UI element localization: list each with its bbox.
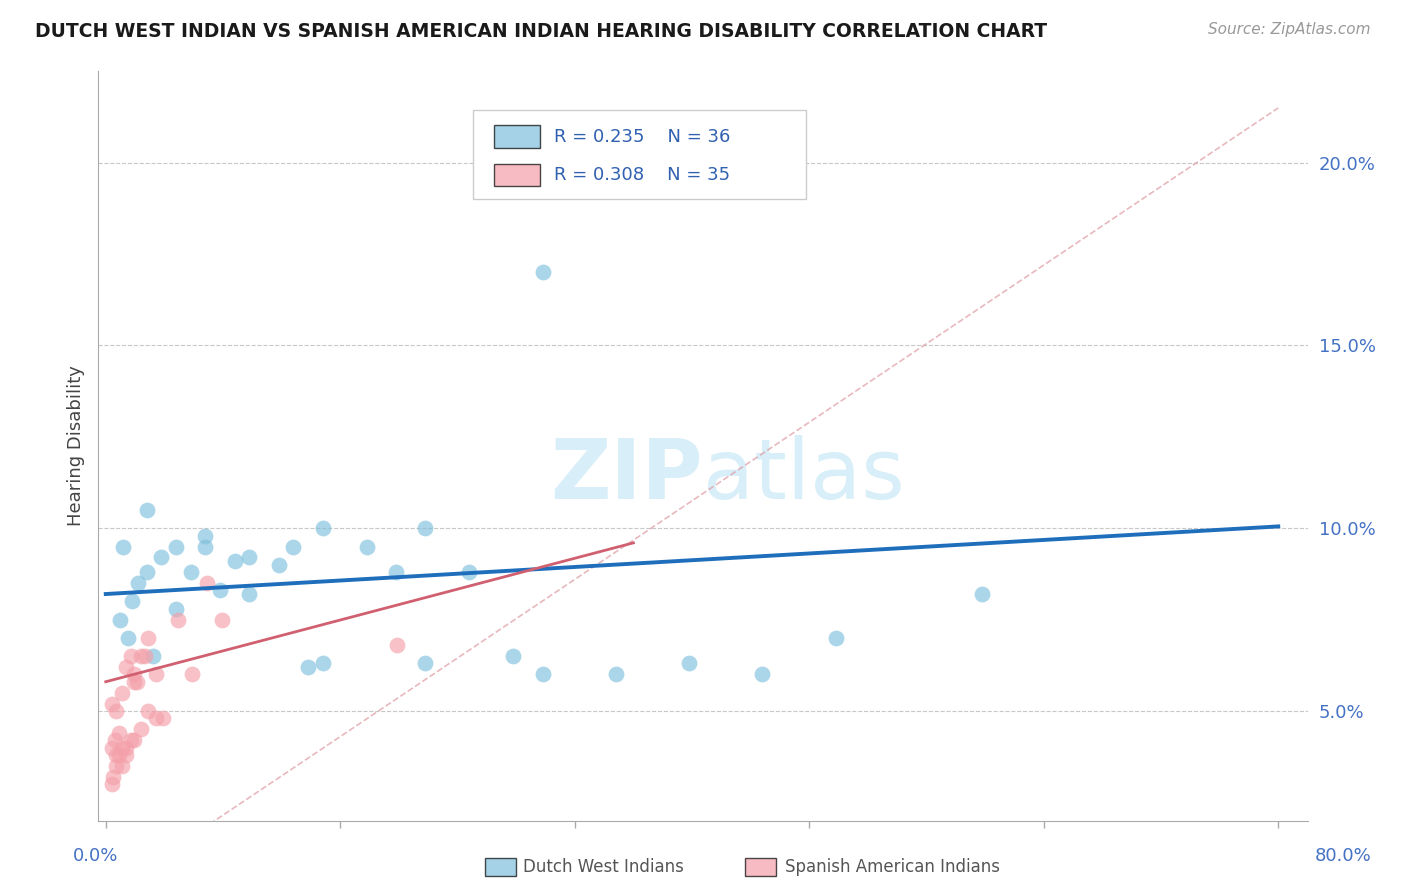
Point: [136, 631, 159, 645]
Point: [238, 550, 260, 565]
Point: [194, 540, 217, 554]
Point: [385, 565, 408, 579]
Point: [127, 576, 149, 591]
Point: [125, 674, 148, 689]
Point: [150, 550, 173, 565]
Point: [105, 747, 128, 762]
Point: [142, 649, 165, 664]
Text: R = 0.308    N = 35: R = 0.308 N = 35: [554, 166, 730, 184]
Point: [134, 649, 156, 664]
Point: [100, 740, 122, 755]
Text: 0.0%: 0.0%: [73, 847, 118, 865]
Point: [122, 674, 145, 689]
Point: [135, 565, 157, 579]
Point: [120, 733, 142, 747]
Point: [297, 660, 319, 674]
Text: Dutch West Indians: Dutch West Indians: [523, 858, 683, 876]
Point: [115, 740, 138, 755]
Point: [166, 613, 188, 627]
FancyBboxPatch shape: [494, 125, 540, 148]
Point: [100, 697, 122, 711]
Point: [112, 540, 135, 554]
Point: [100, 777, 122, 791]
Point: [145, 667, 167, 681]
Point: [111, 740, 134, 755]
Point: [101, 770, 124, 784]
Point: [165, 540, 187, 554]
Point: [180, 565, 202, 579]
Point: [122, 667, 145, 681]
Text: ZIP: ZIP: [551, 435, 703, 516]
Point: [111, 759, 134, 773]
Point: [152, 711, 174, 725]
Point: [110, 613, 132, 627]
FancyBboxPatch shape: [494, 163, 540, 186]
Point: [678, 657, 700, 671]
Point: [283, 540, 305, 554]
Point: [105, 759, 128, 773]
Point: [387, 638, 409, 652]
Point: [195, 576, 218, 591]
Text: Source: ZipAtlas.com: Source: ZipAtlas.com: [1208, 22, 1371, 37]
Point: [129, 723, 152, 737]
Point: [135, 503, 157, 517]
Point: [145, 711, 167, 725]
FancyBboxPatch shape: [474, 111, 806, 199]
Point: [115, 660, 138, 674]
Point: [122, 733, 145, 747]
Text: Spanish American Indians: Spanish American Indians: [785, 858, 1000, 876]
Point: [181, 667, 204, 681]
Point: [121, 594, 143, 608]
Point: [211, 613, 233, 627]
Point: [165, 601, 187, 615]
Point: [117, 631, 139, 645]
Point: [531, 265, 554, 279]
Point: [413, 657, 436, 671]
Point: [136, 704, 159, 718]
Point: [458, 565, 481, 579]
Point: [311, 521, 333, 535]
Point: [209, 583, 232, 598]
Point: [105, 704, 128, 718]
Point: [103, 733, 125, 747]
Point: [502, 649, 524, 664]
Text: DUTCH WEST INDIAN VS SPANISH AMERICAN INDIAN HEARING DISABILITY CORRELATION CHAR: DUTCH WEST INDIAN VS SPANISH AMERICAN IN…: [35, 22, 1047, 41]
Point: [115, 747, 138, 762]
Point: [194, 528, 217, 542]
Point: [129, 649, 152, 664]
Point: [111, 686, 134, 700]
Point: [751, 667, 773, 681]
Point: [356, 540, 378, 554]
Point: [108, 726, 131, 740]
Point: [972, 587, 994, 601]
Point: [824, 631, 846, 645]
Text: atlas: atlas: [703, 435, 904, 516]
Text: R = 0.235    N = 36: R = 0.235 N = 36: [554, 128, 731, 145]
Point: [531, 667, 554, 681]
Point: [108, 747, 131, 762]
Y-axis label: Hearing Disability: Hearing Disability: [66, 366, 84, 526]
Point: [120, 649, 142, 664]
Text: 80.0%: 80.0%: [1315, 847, 1371, 865]
Point: [224, 554, 246, 568]
Point: [605, 667, 627, 681]
Point: [413, 521, 436, 535]
Point: [238, 587, 260, 601]
Point: [311, 657, 333, 671]
Point: [267, 558, 290, 572]
